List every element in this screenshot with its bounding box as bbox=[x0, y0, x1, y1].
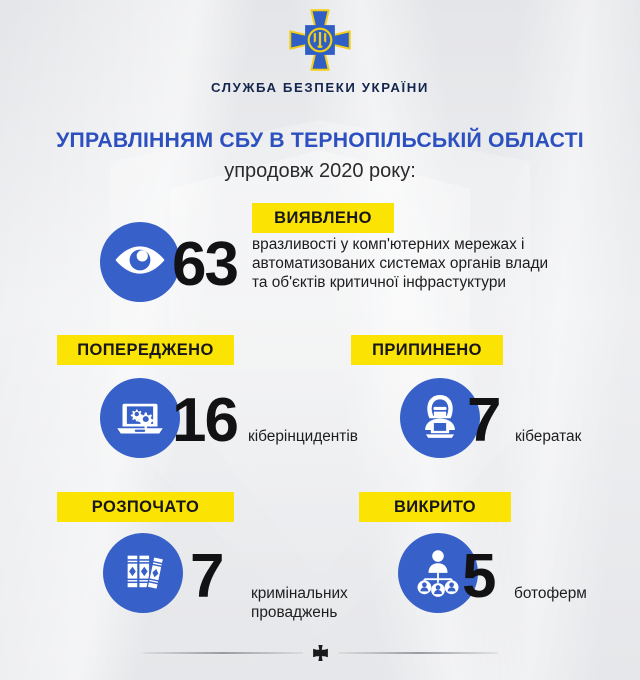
stat-icon-circle-detected bbox=[100, 222, 180, 302]
stat-icon-circle-prevented bbox=[100, 378, 180, 458]
stat-icon-circle-initiated bbox=[103, 533, 183, 613]
stat-value-prevented: 16 bbox=[172, 386, 239, 455]
stat-value-initiated: 7 bbox=[190, 542, 225, 611]
sbu-cross-emblem-icon bbox=[0, 9, 640, 71]
footer-divider bbox=[0, 645, 640, 661]
stat-description-stopped: кібератак bbox=[515, 428, 582, 445]
stat-value-exposed: 5 bbox=[462, 542, 497, 611]
hacker-hood-laptop-icon bbox=[412, 388, 468, 449]
badge-detected: ВИЯВЛЕНО bbox=[252, 203, 394, 233]
network-people-icon bbox=[409, 542, 467, 605]
page-title: УПРАВЛІННЯМ СБУ В ТЕРНОПІЛЬСЬКІЙ ОБЛАСТІ bbox=[56, 129, 584, 152]
stat-description-exposed: ботоферм bbox=[514, 585, 587, 602]
folders-binders-icon bbox=[116, 544, 170, 603]
badge-prevented: ПОПЕРЕДЖЕНО bbox=[57, 335, 234, 365]
page-subtitle: упродовж 2020 року: bbox=[224, 160, 416, 182]
header: СЛУЖБА БЕЗПЕКИ УКРАЇНИ bbox=[0, 0, 640, 95]
stat-icon-circle-stopped bbox=[400, 378, 480, 458]
stat-value-detected: 63 bbox=[172, 230, 239, 299]
stat-description-prevented: кіберінцидентів bbox=[248, 428, 358, 445]
stat-description-initiated: кримінальних проваджень bbox=[251, 585, 348, 621]
badge-exposed: ВИКРИТО bbox=[359, 492, 511, 522]
divider-rule-left bbox=[142, 652, 303, 654]
laptop-gears-icon bbox=[112, 388, 168, 449]
stat-icon-circle-exposed bbox=[398, 533, 478, 613]
badge-initiated: РОЗПОЧАТО bbox=[57, 492, 234, 522]
stat-value-stopped: 7 bbox=[467, 386, 502, 455]
title-block: УПРАВЛІННЯМ СБУ В ТЕРНОПІЛЬСЬКІЙ ОБЛАСТІ… bbox=[0, 129, 640, 183]
badge-stopped: ПРИПИНЕНО bbox=[351, 335, 503, 365]
org-name: СЛУЖБА БЕЗПЕКИ УКРАЇНИ bbox=[211, 80, 429, 95]
maltese-cross-icon bbox=[312, 645, 328, 661]
stat-description-detected: вразливості у комп'ютерних мережах і авт… bbox=[252, 236, 549, 291]
eye-icon bbox=[111, 231, 169, 294]
divider-rule-right bbox=[337, 652, 498, 654]
